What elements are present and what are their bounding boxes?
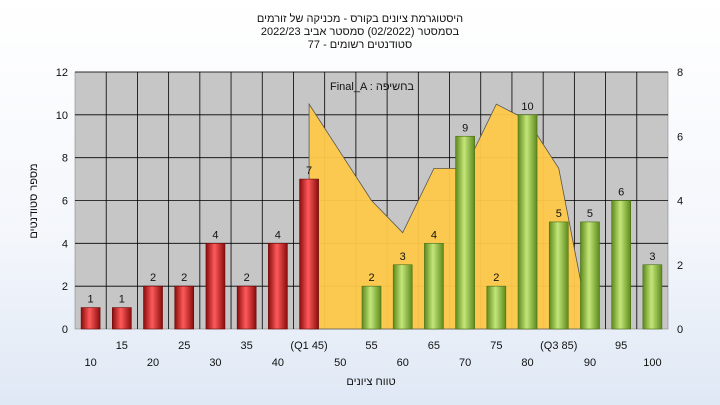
x-tick-15: 15 (116, 340, 128, 352)
x-tick-35: 35 (241, 340, 253, 352)
bar-label-40: 4 (275, 229, 281, 241)
x-tick-25: 25 (178, 340, 190, 352)
x-tick-100: 100 (643, 357, 661, 369)
x-tick-(Q3 85): (Q3 85) (540, 340, 577, 352)
x-tick-90: 90 (584, 357, 596, 369)
bar-25 (174, 285, 195, 330)
x-tick-40: 40 (272, 357, 284, 369)
bar-label-90: 5 (587, 208, 593, 220)
x-tick-65: 65 (428, 340, 440, 352)
bar-10 (80, 307, 101, 330)
bar-75 (486, 285, 507, 330)
bar-80 (517, 114, 538, 330)
x-axis-ticks: 10 15 20 25 30 35 40 (Q1 45) 50 55 60 65 70 75 80 (Q3 8… (84, 340, 661, 369)
x-tick-75: 75 (490, 340, 502, 352)
bar-90 (580, 221, 600, 330)
bar-65 (424, 243, 444, 330)
y-tick-10: 10 (56, 110, 68, 122)
bar-30 (205, 243, 226, 330)
bar-label-20: 2 (150, 272, 156, 284)
bar-(Q1 45) (299, 178, 319, 330)
bar-label-25: 2 (181, 272, 187, 284)
y-axis-title: מספר סטודנטים (28, 163, 40, 238)
y2-tick-0: 0 (677, 324, 683, 336)
x-axis-title: טווח ציונים (346, 376, 395, 388)
legend-label: Final_A : בחשיפה (330, 81, 414, 93)
bar-70 (455, 135, 475, 330)
bar-95 (611, 200, 631, 330)
x-tick-50: 50 (334, 357, 346, 369)
y-tick-0: 0 (62, 324, 68, 336)
bar-label-100: 3 (649, 251, 655, 263)
bar-100 (642, 264, 663, 330)
bar-label-70: 9 (462, 122, 468, 134)
bar-label-75: 2 (493, 272, 499, 284)
bar-15 (112, 307, 132, 330)
y2-tick-2: 2 (677, 260, 683, 272)
chart-title-line-3: סטודנטים רשומים - 77 (308, 39, 412, 51)
y-axis-ticks: 0 2 4 6 8 10 12 (56, 67, 68, 336)
bar-label-55: 2 (368, 272, 374, 284)
bar-label-15: 1 (119, 294, 125, 306)
bar-label-10: 1 (88, 294, 94, 306)
y2-tick-4: 4 (677, 196, 683, 208)
bar-label-(Q3 85): 5 (556, 208, 562, 220)
bar-label-35: 2 (244, 272, 250, 284)
x-tick-20: 20 (147, 357, 159, 369)
bar-label-95: 6 (618, 187, 624, 199)
y2-axis-ticks: 0 2 4 6 8 (677, 67, 683, 336)
bar-label-80: 10 (521, 101, 533, 113)
y-tick-2: 2 (62, 281, 68, 293)
y2-tick-6: 6 (677, 131, 683, 143)
x-tick-10: 10 (84, 357, 96, 369)
x-tick-70: 70 (459, 357, 471, 369)
chart-title-line-2: בסמסטר (02/2022) סמסטר אביב 2022/23 (261, 26, 460, 38)
y-tick-4: 4 (62, 238, 68, 250)
x-tick-80: 80 (521, 357, 533, 369)
bar-40 (268, 243, 288, 330)
y-tick-12: 12 (56, 67, 68, 79)
bar-(Q3 85) (548, 221, 569, 330)
y2-tick-8: 8 (677, 67, 683, 79)
bar-label-65: 4 (431, 229, 437, 241)
x-tick-60: 60 (397, 357, 409, 369)
bar-data-labels: 1 1 2 2 4 2 4 7 2 3 4 9 2 10 5 5 6 3 (88, 101, 656, 306)
bar-60 (392, 264, 413, 330)
bar-55 (361, 285, 382, 330)
x-tick-95: 95 (615, 340, 627, 352)
bar-label-(Q1 45): 7 (306, 165, 312, 177)
y-tick-6: 6 (62, 196, 68, 208)
y-tick-8: 8 (62, 153, 68, 165)
chart-title-line-1: היסטוגרמת ציונים בקורס - מכניקה של זורמי… (257, 12, 463, 25)
bar-label-30: 4 (212, 229, 218, 241)
bar-20 (143, 285, 163, 330)
bar-label-60: 3 (400, 251, 406, 263)
bar-35 (236, 285, 257, 330)
bar-series (80, 114, 663, 330)
x-tick-(Q1 45): (Q1 45) (290, 340, 327, 352)
x-tick-30: 30 (209, 357, 221, 369)
x-tick-55: 55 (365, 340, 377, 352)
